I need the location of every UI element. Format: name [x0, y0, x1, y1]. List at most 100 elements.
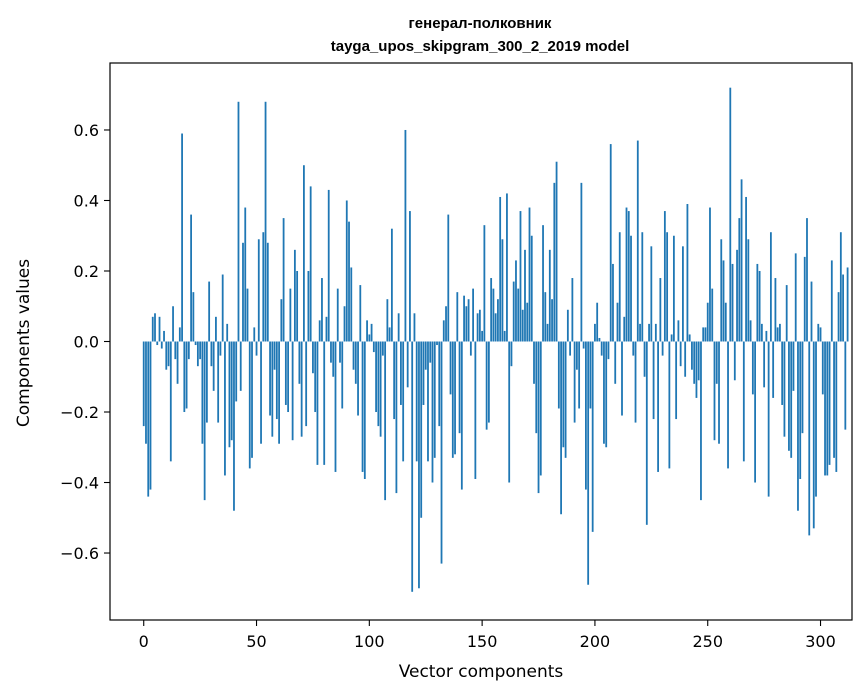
x-tick-label: 300 [805, 632, 836, 651]
bar-81 [325, 316, 328, 342]
bar-24 [196, 341, 199, 367]
bar-265 [740, 179, 743, 342]
bar-292 [801, 341, 804, 434]
bar-308 [837, 292, 840, 342]
bars-group [142, 87, 849, 592]
bar-228 [657, 341, 659, 472]
bar-64 [287, 341, 290, 413]
bar-227 [654, 323, 657, 342]
bar-39 [230, 341, 233, 441]
bar-262 [733, 341, 736, 381]
bar-165 [515, 260, 517, 342]
bar-82 [327, 189, 330, 342]
bar-178 [544, 292, 547, 342]
bar-214 [625, 207, 628, 342]
bar-300 [819, 327, 822, 342]
bar-249 [704, 327, 707, 342]
bar-189 [569, 341, 572, 356]
bar-17 [181, 133, 183, 342]
bar-88 [341, 341, 344, 409]
bar-171 [528, 207, 531, 342]
bar-236 [675, 341, 678, 420]
bar-56 [269, 341, 271, 416]
bar-26 [201, 341, 204, 444]
bar-284 [783, 341, 786, 437]
bar-13 [172, 306, 174, 342]
bar-206 [607, 341, 610, 360]
bar-61 [280, 299, 283, 342]
bar-216 [630, 235, 632, 342]
bar-37 [226, 323, 229, 342]
bar-20 [187, 341, 190, 360]
bar-177 [542, 225, 544, 342]
bar-238 [679, 341, 682, 367]
bar-122 [418, 341, 420, 589]
y-tick-label: −0.2 [60, 403, 99, 422]
bar-69 [298, 341, 301, 384]
bar-156 [494, 313, 497, 342]
bar-12 [169, 341, 172, 462]
bar-299 [817, 323, 820, 342]
bar-85 [334, 341, 337, 472]
bar-120 [413, 313, 416, 342]
bar-126 [427, 341, 429, 462]
bar-168 [521, 309, 524, 342]
bar-192 [575, 341, 578, 370]
bar-38 [228, 341, 231, 448]
x-tick-label: 200 [580, 632, 611, 651]
bar-108 [386, 299, 389, 342]
bar-124 [422, 341, 425, 405]
bar-45 [244, 207, 247, 342]
y-tick-label: −0.4 [60, 474, 99, 493]
bar-48 [251, 341, 253, 458]
bar-247 [700, 341, 702, 501]
bar-159 [501, 239, 504, 342]
bar-110 [390, 228, 393, 342]
bar-291 [799, 341, 802, 479]
bar-290 [797, 341, 799, 511]
bar-213 [623, 316, 626, 342]
bar-297 [812, 341, 815, 529]
bar-121 [415, 341, 418, 462]
bar-131 [438, 341, 441, 427]
bar-128 [431, 341, 434, 483]
bar-98 [363, 341, 366, 479]
y-axis-ticks: −0.6 −0.4 −0.2 0.0 0.2 0.4 0.6 [60, 121, 110, 563]
y-tick-label: 0.6 [74, 121, 99, 140]
bar-51 [257, 239, 260, 342]
bar-65 [289, 288, 292, 342]
bar-204 [603, 341, 605, 444]
bar-274 [760, 323, 763, 342]
bar-18 [183, 341, 186, 413]
bar-240 [684, 341, 687, 377]
bar-66 [291, 341, 294, 441]
bar-246 [697, 341, 700, 381]
bar-268 [747, 239, 750, 342]
bar-102 [372, 341, 375, 353]
bar-6 [156, 341, 159, 346]
bar-63 [284, 341, 287, 405]
bar-221 [641, 232, 644, 342]
bar-117 [406, 341, 409, 388]
bar-172 [530, 235, 533, 342]
bar-112 [395, 341, 398, 494]
bar-54 [264, 101, 267, 342]
bar-87 [339, 341, 341, 363]
bar-215 [627, 211, 630, 342]
bar-266 [742, 341, 745, 462]
bar-151 [483, 225, 486, 342]
bar-201 [596, 302, 599, 342]
bar-36 [224, 341, 226, 476]
bar-19 [185, 341, 188, 409]
bar-55 [266, 242, 269, 342]
bar-286 [788, 341, 790, 451]
bar-212 [621, 341, 623, 416]
bar-96 [359, 285, 362, 342]
bar-208 [612, 263, 614, 342]
bar-243 [691, 341, 693, 370]
bar-217 [632, 341, 635, 356]
bar-160 [503, 330, 506, 342]
bar-136 [449, 341, 452, 395]
bar-220 [639, 323, 641, 342]
bar-257 [722, 260, 725, 342]
